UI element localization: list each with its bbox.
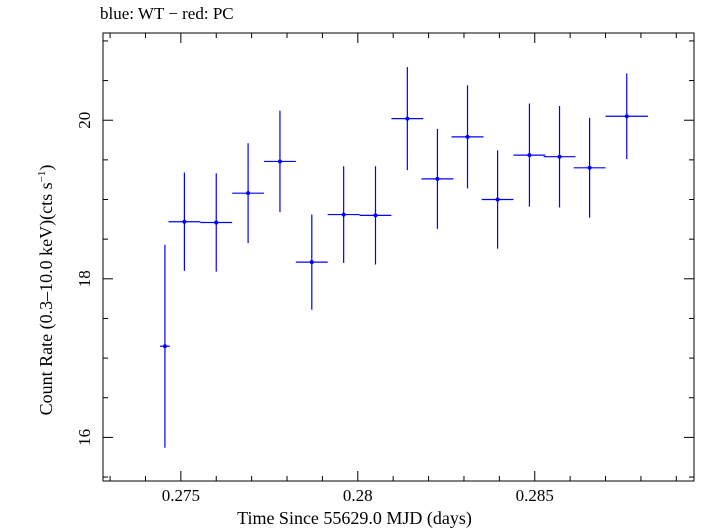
data-marker [309,260,314,265]
data-point [421,128,454,229]
data-point [159,244,170,448]
data-marker [624,114,629,119]
x-tick-label: 0.285 [516,486,554,505]
data-point [200,173,233,272]
data-marker [246,191,251,196]
data-marker [587,165,592,170]
data-point [481,150,514,249]
y-tick-label: 16 [75,429,94,446]
y-axis-label: Count Rate (0.3–10.0 keV)(cts s−1) [36,130,58,450]
y-axis-label-exponent: −1 [36,170,48,183]
axis-ticks [103,33,694,481]
data-marker [495,197,500,202]
data-point [513,103,546,207]
data-series [159,67,648,448]
x-tick-label: 0.28 [343,486,373,505]
data-point [232,143,265,244]
y-tick-label: 20 [75,112,94,129]
data-point [451,85,484,189]
y-axis-label-main: Count Rate (0.3–10.0 keV)(cts s [36,182,56,416]
data-marker [341,212,346,217]
data-point [168,172,201,271]
data-marker [527,153,532,158]
data-marker [182,219,187,224]
data-marker [162,344,167,349]
y-axis-label-close: ) [36,164,56,171]
data-marker [435,176,440,181]
data-marker [557,154,562,159]
data-marker [214,220,219,225]
data-marker [277,159,282,164]
data-point [573,117,606,218]
data-point [543,105,576,208]
data-marker [465,134,470,139]
data-marker [405,116,410,121]
data-point [327,166,360,263]
plot-frame [102,32,695,482]
data-marker [373,213,378,218]
tick-labels: 0.275 0.28 0.285 16 18 20 [75,112,554,505]
x-tick-label: 0.275 [162,486,200,505]
data-point [264,110,296,213]
y-tick-label: 18 [75,270,94,287]
data-point [359,166,392,265]
legend-text: blue: WT − red: PC [100,4,234,23]
data-point [391,67,424,171]
data-point [605,73,648,160]
data-point [295,214,328,310]
x-axis-label: Time Since 55629.0 MJD (days) [237,508,472,528]
